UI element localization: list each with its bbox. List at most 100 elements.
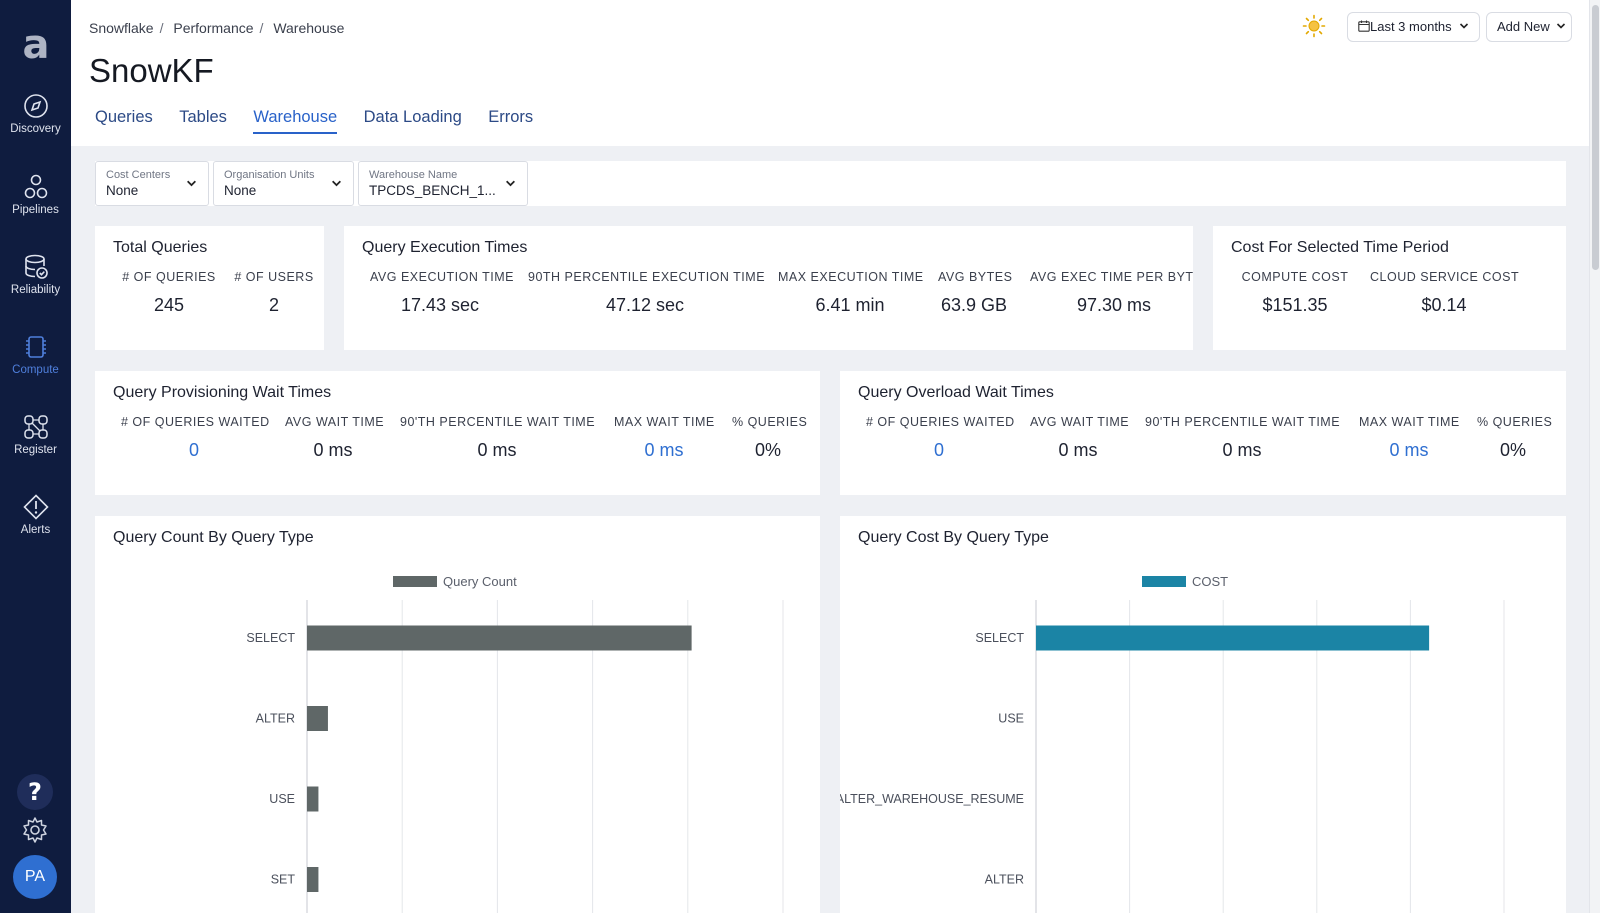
register-icon [23, 415, 48, 439]
page-scrollbar[interactable] [1589, 0, 1600, 913]
card-title: Query Overload Wait Times [858, 384, 1054, 401]
metric-value: 6.41 min [815, 295, 885, 315]
metric-label: CLOUD SERVICE COST [1370, 270, 1520, 284]
tab-tables[interactable]: Tables [179, 108, 227, 126]
metric-label: % QUERIES [732, 415, 808, 429]
breadcrumb-item[interactable]: Warehouse [273, 20, 345, 36]
metric-label: AVG WAIT TIME [285, 415, 385, 429]
metric-label: # OF USERS [234, 270, 314, 284]
metric-label: MAX EXECUTION TIME [778, 270, 924, 284]
metric-cloud-service-cost: CLOUD SERVICE COST $0.14 [1370, 270, 1520, 316]
overload-wait-card: Query Overload Wait Times # OF QUERIES W… [840, 371, 1566, 495]
category-label: USE [998, 712, 1024, 726]
metric-percent-queries: % QUERIES 0% [1477, 415, 1553, 461]
metric-label: AVG EXEC TIME PER BYTE [1030, 270, 1193, 284]
warehouse-name-select[interactable]: Warehouse Name TPCDS_BENCH_1... [358, 161, 528, 206]
category-label: ALTER_WAREHOUSE_RESUME [840, 792, 1024, 806]
settings-button[interactable] [21, 816, 49, 844]
metric-value: 63.9 GB [940, 295, 1008, 315]
metric-value: 0% [1499, 440, 1526, 460]
filter-label: Organisation Units [224, 169, 315, 181]
metric-p90-wait-time: 90'TH PERCENTILE WAIT TIME 0 ms [400, 415, 596, 461]
sidebar-item-discovery[interactable]: Discovery [0, 93, 71, 153]
metric-avg-exec-time: AVG EXECUTION TIME 17.43 sec [370, 270, 514, 316]
metric-label: AVG WAIT TIME [1030, 415, 1130, 429]
alert-icon [22, 494, 49, 520]
metric-label: AVG EXECUTION TIME [370, 270, 514, 284]
date-range-button[interactable]: Last 3 months [1347, 12, 1480, 42]
metric-value-link[interactable]: 0 [188, 440, 199, 460]
breadcrumb: Snowflake / Performance / Warehouse [89, 20, 350, 36]
metric-p90-wait-time: 90'TH PERCENTILE WAIT TIME 0 ms [1145, 415, 1340, 461]
tab-errors[interactable]: Errors [488, 108, 534, 126]
breadcrumb-item[interactable]: Performance [173, 20, 254, 36]
card-title: Total Queries [113, 239, 208, 256]
sidebar-item-label: Compute [12, 364, 59, 376]
breadcrumb-separator: / [259, 20, 264, 36]
metric-label: AVG BYTES [938, 270, 1013, 284]
query-count-chart-card: Query Count By Query Type Query Count SEL… [95, 516, 820, 913]
chart-title: Query Count By Query Type [113, 529, 314, 546]
tab-warehouse[interactable]: Warehouse [253, 108, 338, 134]
metric-label: % QUERIES [1477, 415, 1553, 429]
card-title: Cost For Selected Time Period [1231, 239, 1449, 256]
filter-value: None [106, 183, 139, 198]
app-logo[interactable]: a [22, 22, 50, 68]
metric-value: 0 ms [1058, 440, 1098, 460]
metric-value-link[interactable]: 0 ms [1389, 440, 1429, 460]
metric-value: 47.12 sec [605, 295, 685, 315]
metric-value: 97.30 ms [1076, 295, 1152, 315]
sidebar-item-compute[interactable]: Compute [0, 334, 71, 394]
bar [307, 786, 319, 812]
category-label: SET [271, 873, 296, 887]
bar [1036, 625, 1430, 651]
metric-queries-count: # OF QUERIES 245 [121, 270, 217, 316]
legend-swatch [393, 576, 437, 587]
sun-icon [1302, 14, 1326, 38]
tab-queries[interactable]: Queries [95, 108, 153, 126]
query-cost-chart: COST SELECT USE ALTER_WAREHOUSE_RESUME ALTER [840, 574, 1505, 913]
scrollbar-thumb[interactable] [1592, 5, 1599, 270]
metric-label: 90'TH PERCENTILE WAIT TIME [400, 415, 596, 429]
breadcrumb-item[interactable]: Snowflake [89, 20, 154, 36]
sidebar-item-pipelines[interactable]: Pipelines [0, 174, 71, 234]
chevron-down-icon [1557, 23, 1566, 29]
legend-label: COST [1192, 574, 1228, 589]
metric-p90-exec-time: 90TH PERCENTILE EXECUTION TIME 47.12 sec [528, 270, 766, 316]
theme-toggle[interactable] [1302, 14, 1326, 38]
metric-value: 2 [268, 295, 279, 315]
card-title: Query Provisioning Wait Times [113, 384, 332, 401]
date-range-label: Last 3 months [1370, 19, 1452, 34]
metric-value: $0.14 [1421, 295, 1467, 315]
cost-centers-select[interactable]: Cost Centers None [95, 161, 209, 206]
help-button[interactable]: ? [17, 774, 53, 810]
metric-label: MAX WAIT TIME [614, 415, 715, 429]
chevron-down-icon [332, 180, 341, 187]
sidebar: a Discovery Pipelines Reliability Comput… [0, 0, 71, 913]
category-label: SELECT [246, 631, 295, 645]
page-title: SnowKF [89, 52, 214, 89]
metric-max-exec-time: MAX EXECUTION TIME 6.41 min [778, 270, 924, 316]
metric-queries-waited: # OF QUERIES WAITED 0 [866, 415, 1015, 461]
metric-avg-wait-time: AVG WAIT TIME 0 ms [1030, 415, 1130, 461]
metric-max-wait-time: MAX WAIT TIME 0 ms [614, 415, 714, 461]
tab-data-loading[interactable]: Data Loading [363, 108, 462, 126]
sidebar-item-label: Register [14, 444, 57, 456]
sidebar-item-register[interactable]: Register [0, 414, 71, 474]
metric-label: 90TH PERCENTILE EXECUTION TIME [528, 270, 766, 284]
metric-avg-wait-time: AVG WAIT TIME 0 ms [285, 415, 385, 461]
metric-label: MAX WAIT TIME [1359, 415, 1460, 429]
provisioning-wait-card: Query Provisioning Wait Times # OF QUERI… [95, 371, 820, 495]
sidebar-item-alerts[interactable]: Alerts [0, 494, 71, 554]
metric-label: # OF QUERIES WAITED [866, 415, 1015, 429]
metric-percent-queries: % QUERIES 0% [732, 415, 808, 461]
query-count-chart: Query Count SELECT ALTER USE SET [246, 574, 784, 913]
sidebar-item-reliability[interactable]: Reliability [0, 254, 71, 314]
add-new-button[interactable]: Add New [1486, 12, 1572, 42]
metric-value-link[interactable]: 0 [933, 440, 944, 460]
organisation-units-select[interactable]: Organisation Units None [213, 161, 354, 206]
filter-label: Cost Centers [106, 169, 171, 181]
metric-value-link[interactable]: 0 ms [644, 440, 684, 460]
calendar-icon [1358, 20, 1370, 32]
user-avatar[interactable]: PA [13, 855, 57, 899]
